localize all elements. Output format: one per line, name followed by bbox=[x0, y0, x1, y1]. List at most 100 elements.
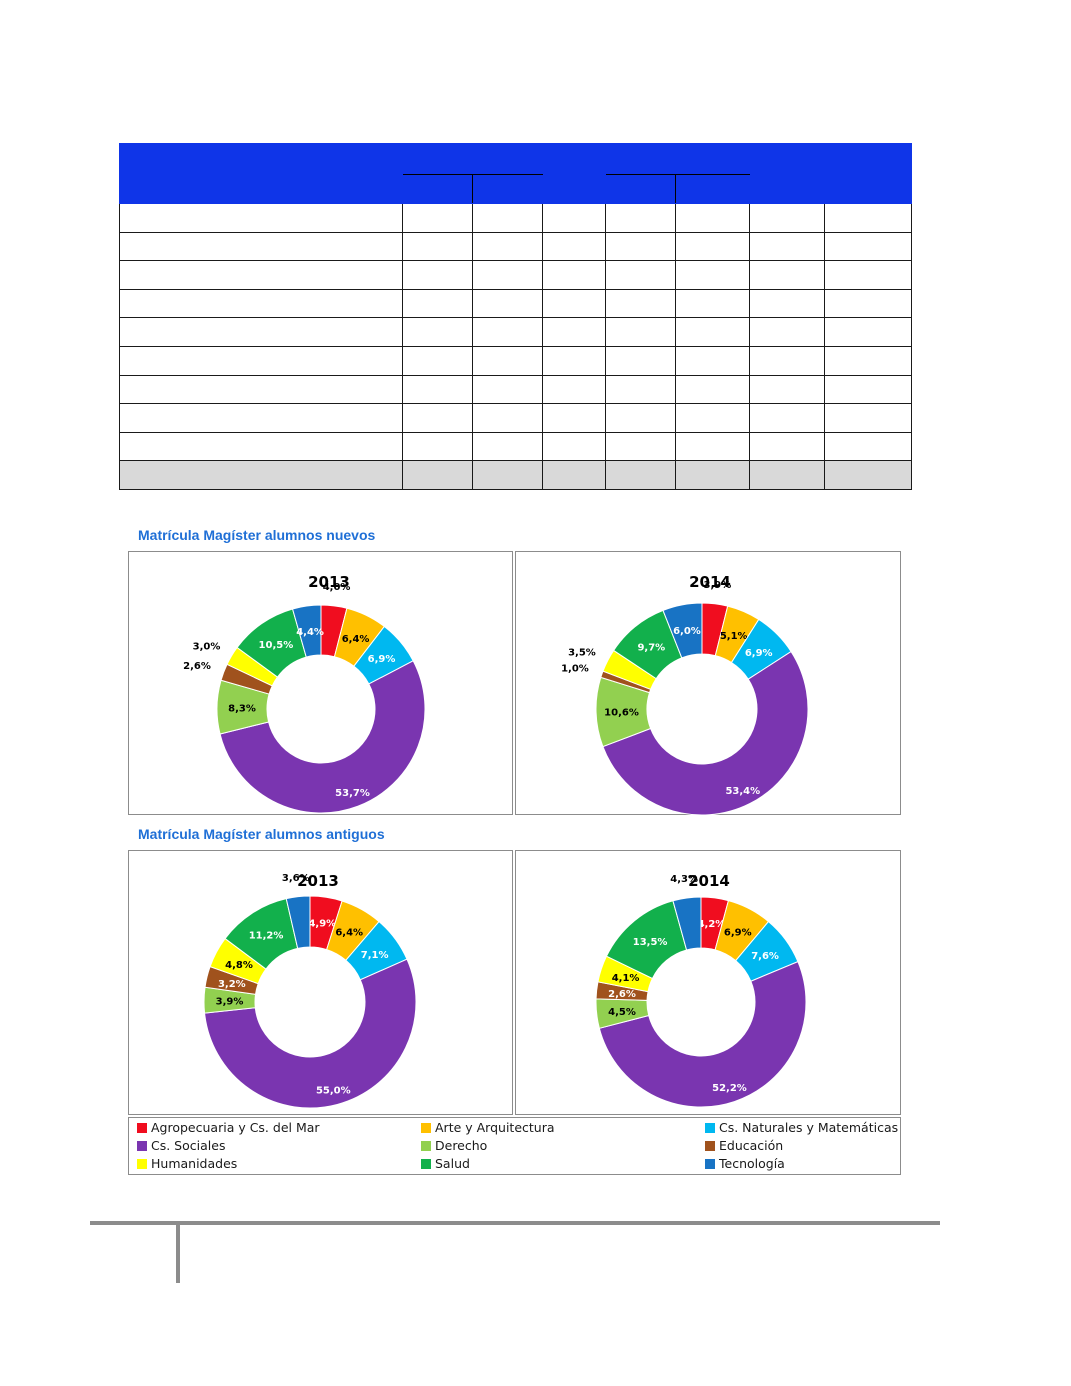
table-header-cell bbox=[749, 143, 825, 204]
data-label: 52,2% bbox=[712, 1083, 747, 1094]
chart-panel-antiguos-2014: 2014 4,2% 6,9% 7,6% 52,2% 4,5% 2,6% 4,1% 13,5% 4,… bbox=[515, 850, 901, 1115]
legend-label: Derecho bbox=[435, 1138, 488, 1153]
table-cell bbox=[542, 431, 606, 462]
chart-title: 2014 bbox=[689, 573, 731, 591]
table-cell bbox=[119, 460, 403, 490]
table-cell bbox=[675, 260, 750, 290]
table-cell bbox=[542, 260, 606, 290]
table-cell bbox=[675, 345, 750, 376]
data-label: 4,2% bbox=[698, 919, 726, 930]
table-row bbox=[119, 345, 912, 376]
table-cell bbox=[749, 203, 825, 233]
table-cell bbox=[542, 374, 606, 405]
table-cell bbox=[402, 431, 473, 462]
table-cell bbox=[605, 203, 676, 233]
chart-title: 2013 bbox=[297, 872, 339, 890]
legend-swatch bbox=[137, 1141, 147, 1151]
table-cell bbox=[675, 288, 750, 319]
table-cell bbox=[472, 460, 543, 490]
chart-panel-antiguos-2013: 2013 4,9% 6,4% 7,1% 55,0% 3,9% 3,2% 4,8% 11,2% 3,… bbox=[128, 850, 513, 1115]
table-cell bbox=[542, 231, 606, 262]
table-cell bbox=[605, 288, 676, 319]
table-header-cell bbox=[824, 143, 912, 204]
table-cell bbox=[472, 317, 543, 347]
donut-slice bbox=[219, 660, 426, 814]
data-label: 13,5% bbox=[633, 937, 668, 948]
table-header-cell bbox=[605, 143, 750, 175]
table-cell bbox=[472, 260, 543, 290]
table-cell bbox=[824, 317, 912, 347]
table-cell bbox=[605, 460, 676, 490]
table-header-cell bbox=[119, 143, 403, 204]
table-cell bbox=[749, 431, 825, 462]
legend-swatch bbox=[421, 1141, 431, 1151]
table-cell bbox=[749, 460, 825, 490]
table-cell bbox=[119, 403, 403, 433]
table-cell bbox=[402, 231, 473, 262]
table-cell bbox=[119, 431, 403, 462]
table-cell bbox=[605, 231, 676, 262]
table-cell bbox=[824, 403, 912, 433]
legend-label: Salud bbox=[435, 1156, 470, 1171]
legend-item: Arte y Arquitectura bbox=[421, 1120, 555, 1135]
table-row bbox=[119, 260, 912, 290]
table-total-row bbox=[119, 460, 912, 490]
legend-item: Derecho bbox=[421, 1138, 487, 1153]
donut-slice bbox=[291, 604, 322, 658]
enrollment-table bbox=[119, 143, 912, 490]
table-cell bbox=[542, 403, 606, 433]
table-header-cell bbox=[402, 143, 543, 175]
chart-panel-nuevos-2014: 2014 3,9% 5,1% 6,9% 53,4% 10,6% 1,0% 3,5% 9,7% 6,… bbox=[515, 551, 901, 816]
table-cell bbox=[605, 431, 676, 462]
legend-swatch bbox=[705, 1123, 715, 1133]
data-label: 3,6% bbox=[282, 873, 310, 884]
table-cell bbox=[402, 288, 473, 319]
chart-title: 2013 bbox=[308, 573, 350, 591]
table-header-cell bbox=[472, 174, 543, 204]
legend-label: Agropecuaria y Cs. del Mar bbox=[151, 1120, 320, 1135]
data-label: 2,6% bbox=[608, 989, 636, 1000]
table-cell bbox=[605, 345, 676, 376]
table-cell bbox=[472, 231, 543, 262]
data-label: 4,3% bbox=[670, 874, 698, 885]
legend-swatch bbox=[137, 1159, 147, 1169]
table-cell bbox=[119, 288, 403, 319]
table-cell bbox=[542, 317, 606, 347]
table-cell bbox=[675, 460, 750, 490]
table-row bbox=[119, 203, 912, 233]
donut-slice bbox=[598, 960, 807, 1108]
table-cell bbox=[119, 317, 403, 347]
legend-item: Salud bbox=[421, 1156, 470, 1171]
section-title-antiguos: Matrícula Magíster alumnos antiguos bbox=[138, 826, 385, 842]
data-label: 4,9% bbox=[308, 918, 336, 929]
legend-item: Agropecuaria y Cs. del Mar bbox=[137, 1120, 320, 1135]
data-label: 6,0% bbox=[673, 626, 701, 637]
section-title-nuevos: Matrícula Magíster alumnos nuevos bbox=[138, 527, 376, 543]
data-label: 6,4% bbox=[342, 634, 370, 645]
legend-item: Educación bbox=[705, 1138, 783, 1153]
table-body bbox=[119, 203, 912, 490]
data-label: 53,7% bbox=[335, 788, 370, 799]
table-cell bbox=[824, 260, 912, 290]
table-row bbox=[119, 317, 912, 347]
chart-antiguos-2013: 2013 4,9%6,4% 7,1% 55,0% 3,9% 3,2% 4,8% 11,2% 3,… bbox=[203, 872, 417, 1109]
donut-slice bbox=[602, 650, 809, 816]
data-label: 3,9% bbox=[704, 580, 732, 591]
table-cell bbox=[749, 403, 825, 433]
data-label: 7,6% bbox=[751, 951, 779, 962]
table-header-cell bbox=[542, 143, 606, 204]
data-label: 6,4% bbox=[335, 928, 363, 939]
table-cell bbox=[824, 203, 912, 233]
table-row bbox=[119, 374, 912, 405]
table-cell bbox=[824, 345, 912, 376]
footer-rule bbox=[90, 1221, 940, 1225]
donut-slice bbox=[662, 602, 703, 659]
table-cell bbox=[472, 403, 543, 433]
data-label: 7,1% bbox=[361, 950, 389, 961]
table-row bbox=[119, 431, 912, 462]
data-label: 53,4% bbox=[725, 786, 760, 797]
table-cell bbox=[472, 288, 543, 319]
table-cell bbox=[402, 374, 473, 405]
data-label: 10,5% bbox=[259, 640, 294, 651]
